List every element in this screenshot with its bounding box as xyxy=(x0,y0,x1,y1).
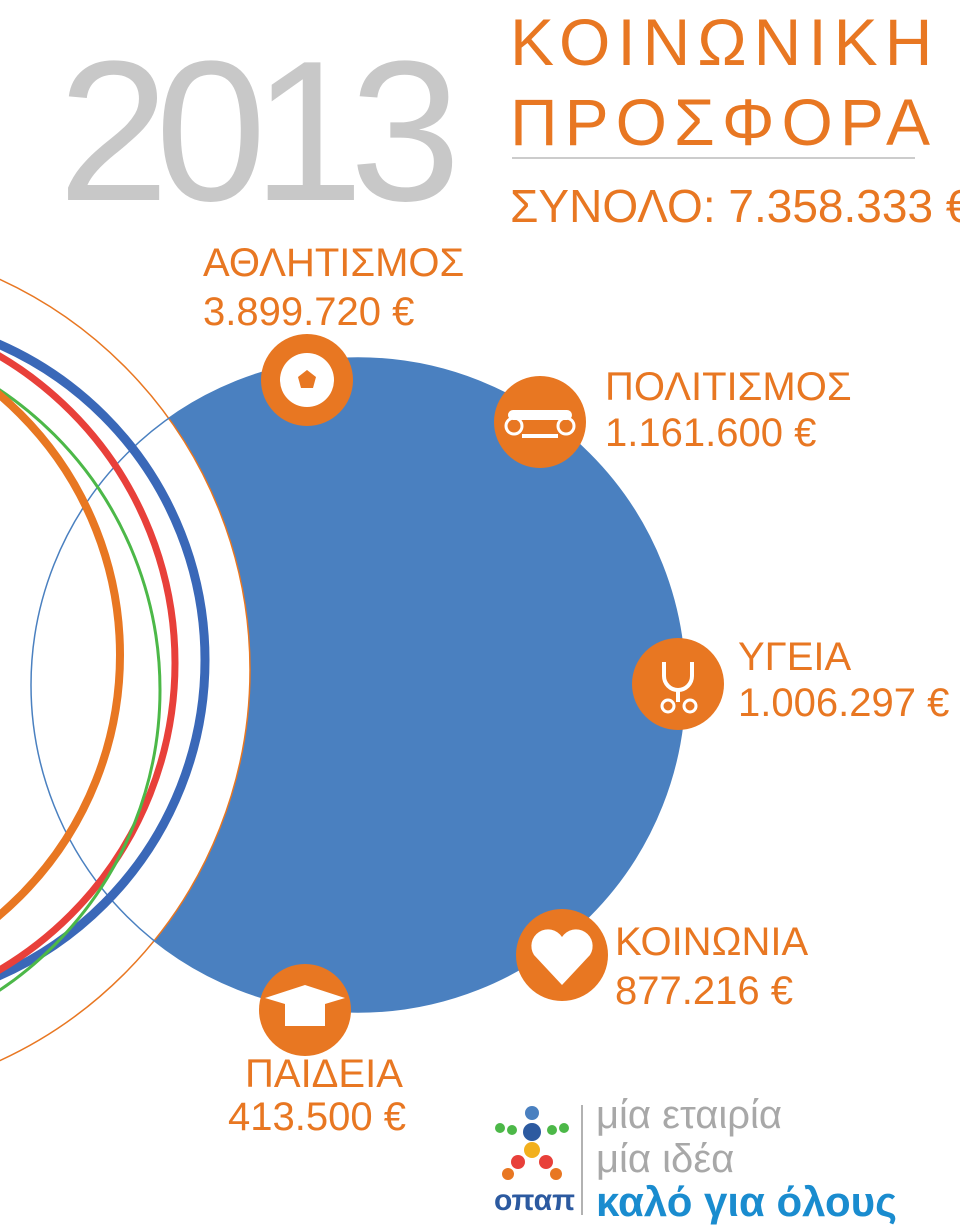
sector-label: ΠΑΙΔΕΙΑ xyxy=(245,1052,403,1096)
sector-label: ΠΟΛΙΤΙΣΜΟΣ xyxy=(605,365,852,409)
sector-label: ΥΓΕΙΑ xyxy=(738,635,852,679)
icon-education xyxy=(259,964,351,1056)
sector-amount: 1.161.600 € xyxy=(605,411,816,455)
logo-mark xyxy=(495,1106,569,1180)
slogan-line: καλό για όλους xyxy=(596,1178,897,1225)
sector-amount: 413.500 € xyxy=(228,1095,406,1139)
year: 2013 xyxy=(58,20,453,243)
arc xyxy=(0,390,124,920)
title-line: ΚΟΙΝΩΝΙΚΗ xyxy=(510,5,939,79)
icon-health xyxy=(632,638,724,730)
icon-sport xyxy=(261,334,353,426)
icon-culture xyxy=(494,376,586,468)
logo-brand: οπαπ xyxy=(494,1184,575,1217)
sector-label: ΑΘΛΗΤΙΣΜΟΣ xyxy=(203,241,464,285)
total: ΣΥΝΟΛΟ: 7.358.333 € xyxy=(510,180,960,232)
icon-society xyxy=(516,909,608,1001)
arc xyxy=(0,388,162,992)
sector-amount: 1.006.297 € xyxy=(738,681,949,725)
sector-amount: 3.899.720 € xyxy=(203,290,414,334)
sector-label: ΚΟΙΝΩΝΙΑ xyxy=(615,920,808,964)
slogan-line: μία ιδέα xyxy=(596,1137,734,1181)
arc xyxy=(0,352,179,974)
arc xyxy=(0,339,210,981)
slogan-line: μία εταιρία xyxy=(596,1093,782,1137)
title-line: ΠΡΟΣΦΟΡΑ xyxy=(510,85,937,159)
sector-amount: 877.216 € xyxy=(615,969,793,1013)
arc-band xyxy=(0,278,251,1062)
